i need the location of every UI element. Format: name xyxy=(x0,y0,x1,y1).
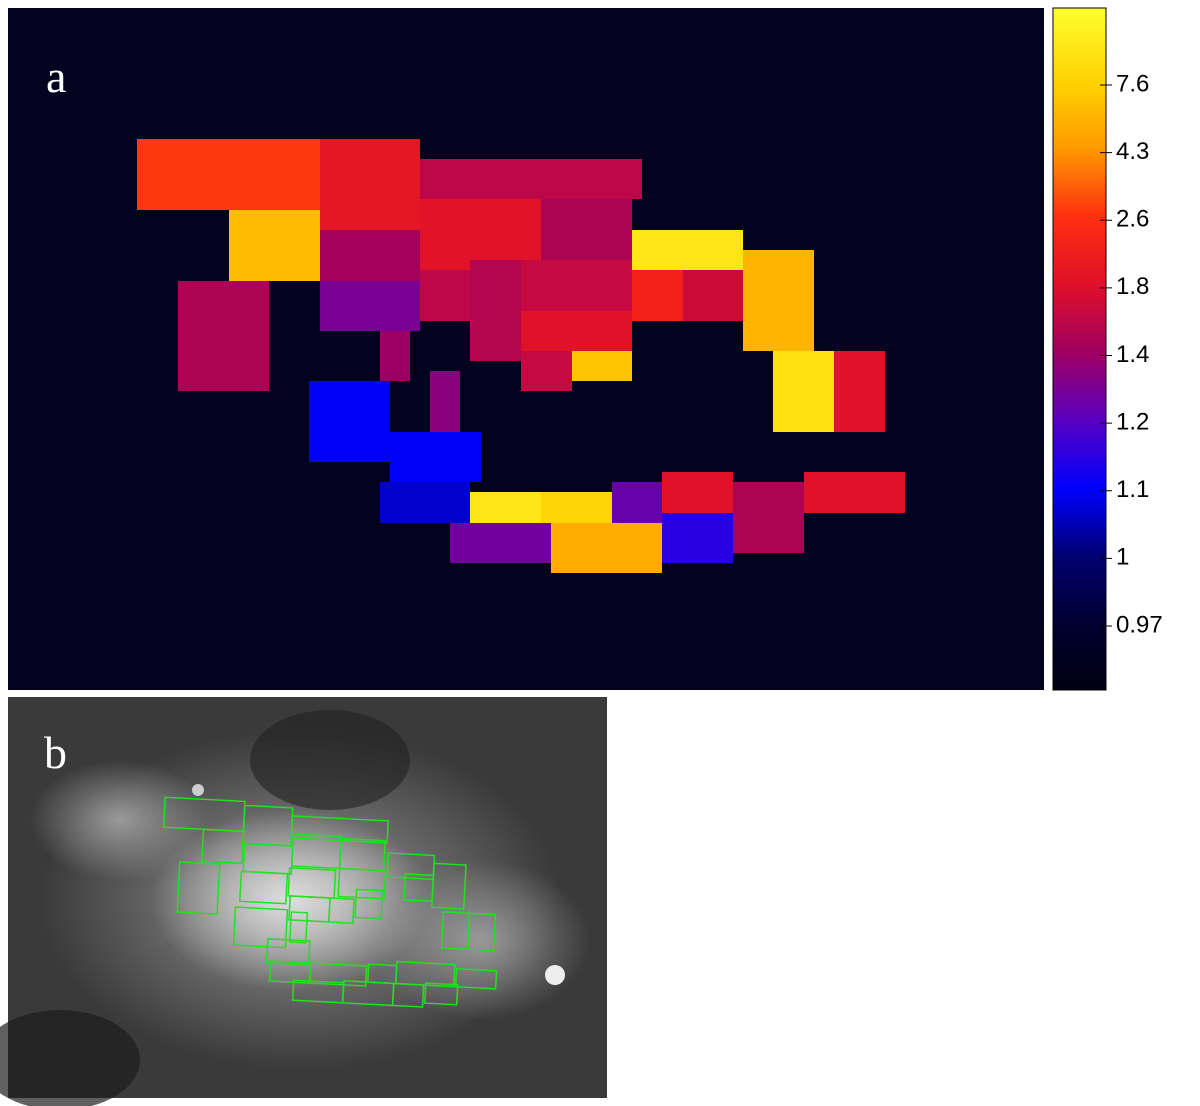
colorbar-tick-label: 1.4 xyxy=(1116,341,1149,368)
heatmap-cell xyxy=(470,260,521,361)
heatmap-cell xyxy=(541,492,612,523)
heatmap-cell xyxy=(551,523,662,573)
heatmap-cell xyxy=(380,482,470,523)
inset-image xyxy=(0,697,607,1106)
colorbar-tick-label: 2.6 xyxy=(1116,206,1149,233)
heatmap-cell xyxy=(683,270,743,321)
heatmap-cell xyxy=(541,199,632,260)
heatmap-cell xyxy=(380,331,410,381)
heatmap-cell xyxy=(572,351,632,381)
heatmap-cell xyxy=(773,351,834,432)
heatmap-cell xyxy=(309,381,390,462)
heatmap-cell xyxy=(320,139,420,230)
colorbar-tick-label: 7.6 xyxy=(1116,70,1149,97)
colorbar-tick-label: 4.3 xyxy=(1116,138,1149,165)
panel-label: a xyxy=(46,51,66,102)
heatmap-cell xyxy=(420,199,541,270)
colorbar-tick-label: 0.97 xyxy=(1116,611,1163,638)
heatmap-cell xyxy=(662,472,733,513)
panel-label: b xyxy=(44,727,67,778)
heatmap-cell xyxy=(178,281,269,391)
heatmap-cell xyxy=(521,260,632,311)
colorbar-tick-label: 1.8 xyxy=(1116,273,1149,300)
heatmap-cell xyxy=(612,482,662,523)
heatmap-cell xyxy=(632,270,683,321)
heatmap-cell xyxy=(137,139,320,210)
heatmap-cell xyxy=(804,472,905,513)
heatmap-cell xyxy=(521,311,632,351)
heatmap-cell xyxy=(430,371,460,432)
heatmap-cell xyxy=(229,210,320,281)
heatmap-cell xyxy=(320,281,420,331)
heatmap-cell xyxy=(320,230,420,281)
colorbar-tick-label: 1 xyxy=(1116,544,1129,571)
heatmap-cell xyxy=(743,250,814,351)
heatmap-cell xyxy=(420,159,642,199)
heatmap-cell xyxy=(420,270,470,321)
colorbar-tick-label: 1.2 xyxy=(1116,408,1149,435)
colorbar-tick-label: 1.1 xyxy=(1116,476,1149,503)
heatmap-cell xyxy=(733,482,804,553)
heatmap-cell xyxy=(390,432,481,482)
colorbar xyxy=(1052,7,1107,691)
heatmap-cell xyxy=(450,523,551,563)
heatmap-cell xyxy=(662,513,733,563)
heatmap-cell xyxy=(470,492,541,523)
heatmap-cell xyxy=(632,230,743,270)
heatmap-cell xyxy=(834,351,885,432)
heatmap-cell xyxy=(521,351,572,391)
